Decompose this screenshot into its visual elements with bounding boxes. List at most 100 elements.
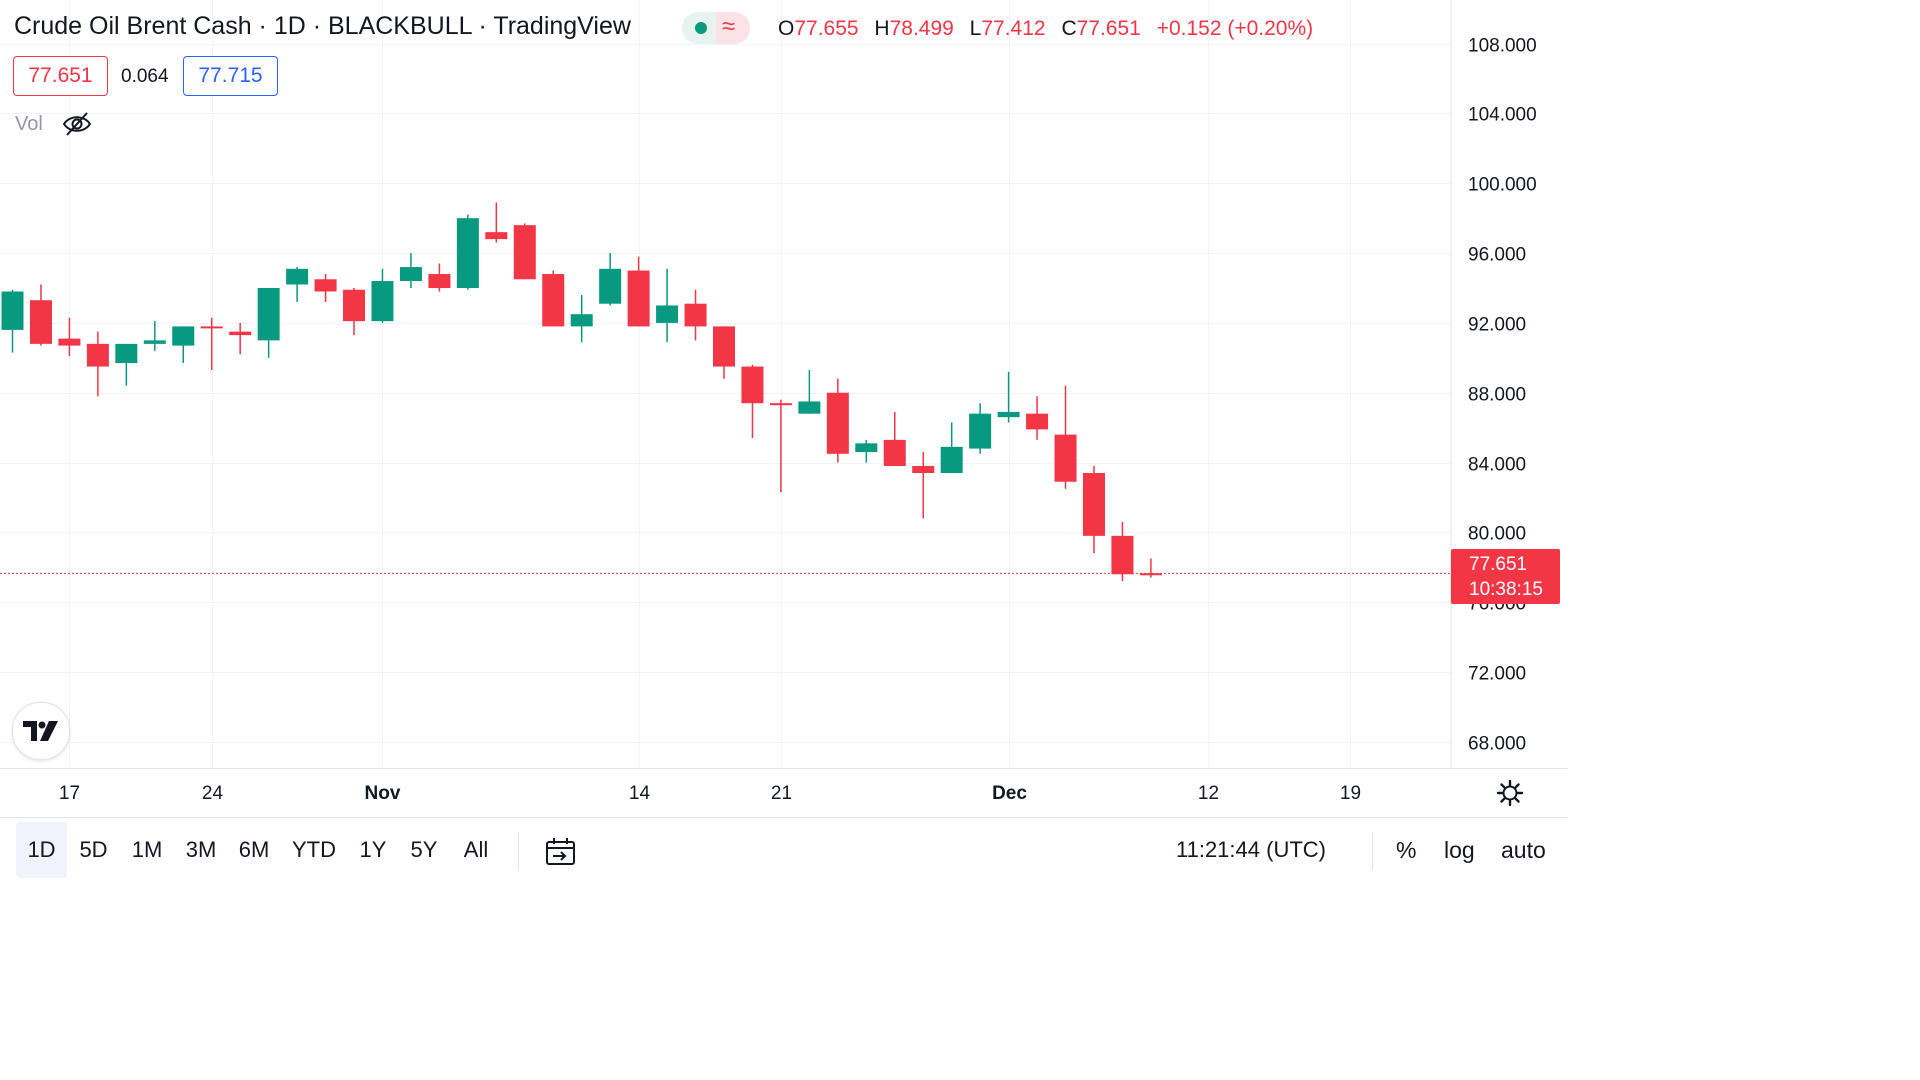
candle[interactable] xyxy=(1111,521,1134,582)
candles xyxy=(1,202,1162,582)
candle-body xyxy=(656,305,679,323)
candle[interactable] xyxy=(883,411,906,467)
range-5y-button[interactable]: 5Y xyxy=(410,837,438,862)
candle-body xyxy=(314,279,337,292)
candle[interactable] xyxy=(456,214,479,290)
eye-hidden-icon[interactable] xyxy=(62,110,92,138)
candle[interactable] xyxy=(172,326,195,364)
low-key: L xyxy=(969,17,982,40)
candle[interactable] xyxy=(257,288,280,358)
range-all-button[interactable]: All xyxy=(463,837,489,862)
candle[interactable] xyxy=(200,317,223,371)
candle-body xyxy=(570,314,593,327)
range-ytd-button[interactable]: YTD xyxy=(292,837,336,862)
last-price-value: 77.651 xyxy=(1469,554,1528,575)
candle[interactable] xyxy=(115,343,138,386)
bar-countdown: 10:38:15 xyxy=(1469,579,1543,600)
candlestick-chart[interactable]: 108.000 104.000 100.000 96.000 92.000 88.000 8… xyxy=(0,0,1568,884)
candle[interactable] xyxy=(769,399,792,493)
candle[interactable] xyxy=(656,268,679,343)
price-tick-label: 96.000 xyxy=(1468,245,1526,266)
price-tick-label: 68.000 xyxy=(1468,734,1526,755)
candle[interactable] xyxy=(513,223,536,280)
candle[interactable] xyxy=(741,364,764,439)
volume-label[interactable]: Vol xyxy=(15,113,43,135)
candle[interactable] xyxy=(485,202,508,243)
tradingview-logo[interactable] xyxy=(12,702,70,760)
candle-body xyxy=(1054,434,1077,482)
candle[interactable] xyxy=(1026,396,1049,440)
candle-body xyxy=(969,413,992,449)
ohlc-legend: O77.655 H78.499 L77.412 C77.651 +0.152 (… xyxy=(778,17,1323,41)
candle[interactable] xyxy=(286,267,309,302)
candle-body xyxy=(713,326,735,367)
auto-scale-toggle[interactable]: auto xyxy=(1501,837,1546,863)
chart-title[interactable]: Crude Oil Brent Cash · 1D · BLACKBULL · … xyxy=(14,12,631,40)
time-tick-label: Nov xyxy=(365,783,401,804)
time-tick-label: 17 xyxy=(59,783,80,804)
approx-icon: ≈ xyxy=(722,13,736,40)
time-axis: 17 24 Nov 14 21 Dec 12 19 xyxy=(59,783,1361,804)
candle-body xyxy=(1,291,24,330)
percent-scale-toggle[interactable]: % xyxy=(1396,837,1417,863)
candle[interactable] xyxy=(343,288,366,336)
candle[interactable] xyxy=(1082,466,1105,554)
candle[interactable] xyxy=(940,422,963,474)
candle[interactable] xyxy=(912,452,935,519)
candle[interactable] xyxy=(798,370,821,414)
candle[interactable] xyxy=(997,371,1020,423)
candle[interactable] xyxy=(314,274,337,302)
buy-button[interactable]: 77.715 xyxy=(183,56,278,96)
candle[interactable] xyxy=(428,263,451,292)
range-1m-button[interactable]: 1M xyxy=(131,837,163,862)
log-scale-toggle[interactable]: log xyxy=(1444,837,1475,863)
candle[interactable] xyxy=(570,294,593,343)
candle-body xyxy=(769,403,792,406)
close-value: 77.651 xyxy=(1076,17,1141,40)
range-3m-button[interactable]: 3M xyxy=(185,837,217,862)
candle[interactable] xyxy=(371,268,394,323)
candle[interactable] xyxy=(826,378,849,463)
go-to-date-icon[interactable] xyxy=(544,836,578,868)
sell-button[interactable]: 77.651 xyxy=(13,56,108,96)
candle-body xyxy=(513,225,536,280)
range-6m-button[interactable]: 6M xyxy=(238,837,270,862)
candle-body xyxy=(172,326,195,346)
candle[interactable] xyxy=(1,289,24,353)
price-tick-label: 92.000 xyxy=(1468,315,1526,336)
candle[interactable] xyxy=(143,321,166,351)
candle[interactable] xyxy=(599,253,622,306)
candle[interactable] xyxy=(855,439,878,463)
candle-body xyxy=(86,343,109,367)
candle-body xyxy=(286,268,309,285)
candle-body xyxy=(1082,473,1105,536)
candle[interactable] xyxy=(1054,385,1077,489)
settings-gear-icon[interactable] xyxy=(1496,779,1524,807)
toolbar-divider xyxy=(518,832,519,870)
candle-body xyxy=(343,289,366,322)
candle-body xyxy=(456,218,479,288)
candle[interactable] xyxy=(229,322,252,355)
candle[interactable] xyxy=(399,253,422,288)
price-tick-label: 88.000 xyxy=(1468,385,1526,406)
utc-clock[interactable]: 11:21:44 (UTC) xyxy=(1176,837,1326,862)
range-5d-button[interactable]: 5D xyxy=(79,837,108,862)
candle[interactable] xyxy=(29,284,52,346)
candle[interactable] xyxy=(627,256,650,327)
candle-body xyxy=(912,466,935,474)
range-1d-button[interactable]: 1D xyxy=(16,822,67,878)
low-value: 77.412 xyxy=(981,17,1046,40)
candle[interactable] xyxy=(684,289,707,341)
market-status-pill[interactable]: ≈ xyxy=(682,12,750,44)
candle-body xyxy=(1111,535,1134,575)
high-value: 78.499 xyxy=(889,17,954,40)
candle[interactable] xyxy=(86,331,109,397)
candle[interactable] xyxy=(969,403,992,454)
candle[interactable] xyxy=(713,326,735,379)
candle[interactable] xyxy=(58,317,81,357)
candle[interactable] xyxy=(542,270,565,327)
range-1y-button[interactable]: 1Y xyxy=(359,837,387,862)
tradingview-logo-icon xyxy=(23,721,58,741)
candle[interactable] xyxy=(1139,558,1162,578)
price-tick-label: 84.000 xyxy=(1468,455,1526,476)
